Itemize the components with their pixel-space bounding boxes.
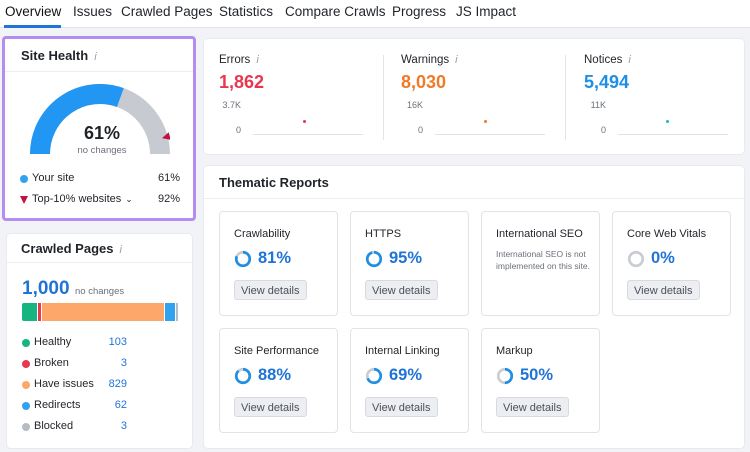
- tab-crawled-pages[interactable]: Crawled Pages: [121, 4, 213, 19]
- site-health-title: Site Health i: [21, 48, 97, 63]
- crawled-pages-total[interactable]: 1,000: [22, 278, 70, 299]
- ring-fill: [496, 367, 514, 385]
- broken-dot: [22, 360, 30, 368]
- divider: [565, 55, 566, 140]
- notices-value[interactable]: 5,494: [584, 72, 630, 92]
- crawled-pages-bar[interactable]: [22, 303, 179, 321]
- thematic-reports-title: Thematic Reports: [219, 175, 329, 190]
- redirects-dot: [22, 402, 30, 410]
- metric-warnings[interactable]: Warnings i 8,030 16K 0: [401, 40, 571, 150]
- tile-core-web-vitals[interactable]: Core Web Vitals 0% View details: [612, 211, 731, 316]
- sparkline-axis: [618, 134, 728, 135]
- bar-segment-healthy[interactable]: [22, 303, 38, 321]
- progress-ring-icon: [627, 250, 645, 268]
- healthy-dot: [22, 339, 30, 347]
- divider: [383, 55, 384, 140]
- errors-value[interactable]: 1,862: [219, 72, 265, 92]
- ring-fill: [234, 250, 252, 268]
- row-have-issues[interactable]: Have issues 829: [22, 378, 127, 394]
- metric-errors[interactable]: Errors i 1,862 3.7K 0: [219, 40, 389, 150]
- ring-fill: [365, 367, 383, 385]
- bar-segment-broken[interactable]: [38, 303, 41, 321]
- legend-your-site: Your site 61%: [20, 172, 180, 188]
- benchmark-marker: [161, 132, 170, 140]
- tab-issues[interactable]: Issues: [73, 4, 113, 19]
- ring-track: [627, 250, 645, 268]
- view-details-button[interactable]: View details: [365, 280, 438, 300]
- tile-internal-linking[interactable]: Internal Linking 69% View details: [350, 328, 469, 433]
- view-details-button[interactable]: View details: [234, 280, 307, 300]
- ring-fill: [365, 250, 383, 268]
- your-site-dot: [20, 175, 28, 183]
- bar-segment-redirects[interactable]: [165, 303, 175, 321]
- tile-https[interactable]: HTTPS 95% View details: [350, 211, 469, 316]
- sparkline-axis: [435, 134, 545, 135]
- metric-notices[interactable]: Notices i 5,494 11K 0: [584, 40, 750, 150]
- info-icon[interactable]: i: [256, 54, 259, 66]
- sparkline-point: [666, 120, 669, 123]
- crawled-pages-change: no changes: [75, 286, 125, 297]
- progress-ring-icon: [365, 367, 383, 385]
- tab-compare-crawls[interactable]: Compare Crawls: [285, 4, 386, 19]
- view-details-button[interactable]: View details: [234, 397, 307, 417]
- row-blocked[interactable]: Blocked 3: [22, 420, 127, 436]
- info-icon[interactable]: i: [119, 244, 122, 256]
- site-health-change: no changes: [77, 145, 127, 156]
- info-icon[interactable]: i: [94, 51, 97, 63]
- progress-ring-icon: [496, 367, 514, 385]
- divider: [204, 198, 744, 199]
- have-issues-dot: [22, 381, 30, 389]
- crawled-pages-title: Crawled Pages i: [21, 241, 122, 256]
- tile-markup[interactable]: Markup 50% View details: [481, 328, 600, 433]
- site-health-gauge: [30, 84, 170, 155]
- row-healthy[interactable]: Healthy 103: [22, 336, 127, 352]
- gauge-fill: [30, 84, 124, 155]
- sparkline-point: [484, 120, 487, 123]
- sparkline-axis: [253, 134, 363, 135]
- ring-fill: [234, 367, 252, 385]
- view-details-button[interactable]: View details: [365, 397, 438, 417]
- view-details-button[interactable]: View details: [627, 280, 700, 300]
- tab-js-impact[interactable]: JS Impact: [456, 4, 517, 19]
- tab-statistics[interactable]: Statistics: [219, 4, 274, 19]
- divider: [5, 71, 193, 72]
- row-redirects[interactable]: Redirects 62: [22, 399, 127, 415]
- active-tab-indicator: [4, 25, 61, 28]
- progress-ring-icon: [234, 367, 252, 385]
- blocked-dot: [22, 423, 30, 431]
- warnings-value[interactable]: 8,030: [401, 72, 447, 92]
- not-implemented-note: International SEO is not implemented on …: [496, 249, 591, 271]
- tab-overview[interactable]: Overview: [5, 4, 62, 19]
- tile-crawlability[interactable]: Crawlability 81% View details: [219, 211, 338, 316]
- triangle-down-icon: [20, 196, 28, 204]
- divider: [7, 262, 192, 263]
- bar-segment-blocked[interactable]: [175, 303, 178, 321]
- site-health-card: Site Health i 61% no changes Your site 61…: [2, 36, 196, 221]
- legend-top-websites[interactable]: Top-10% websites ⌄ 92%: [20, 193, 180, 209]
- tab-progress[interactable]: Progress: [392, 4, 447, 19]
- info-icon[interactable]: i: [455, 54, 458, 66]
- report-tabs: Overview Issues Crawled Pages Statistics…: [0, 0, 750, 28]
- row-broken[interactable]: Broken 3: [22, 357, 127, 373]
- progress-ring-icon: [234, 250, 252, 268]
- view-details-button[interactable]: View details: [496, 397, 569, 417]
- bar-segment-have-issues[interactable]: [41, 303, 165, 321]
- crawled-pages-card: Crawled Pages i 1,000 no changes Healthy …: [7, 234, 192, 448]
- progress-ring-icon: [365, 250, 383, 268]
- info-icon[interactable]: i: [628, 54, 631, 66]
- site-health-score: 61%: [83, 123, 121, 143]
- tile-site-performance[interactable]: Site Performance 88% View details: [219, 328, 338, 433]
- tile-international-seo: International SEO International SEO is n…: [481, 211, 600, 316]
- sparkline-point: [303, 120, 306, 123]
- chevron-down-icon[interactable]: ⌄: [125, 194, 133, 204]
